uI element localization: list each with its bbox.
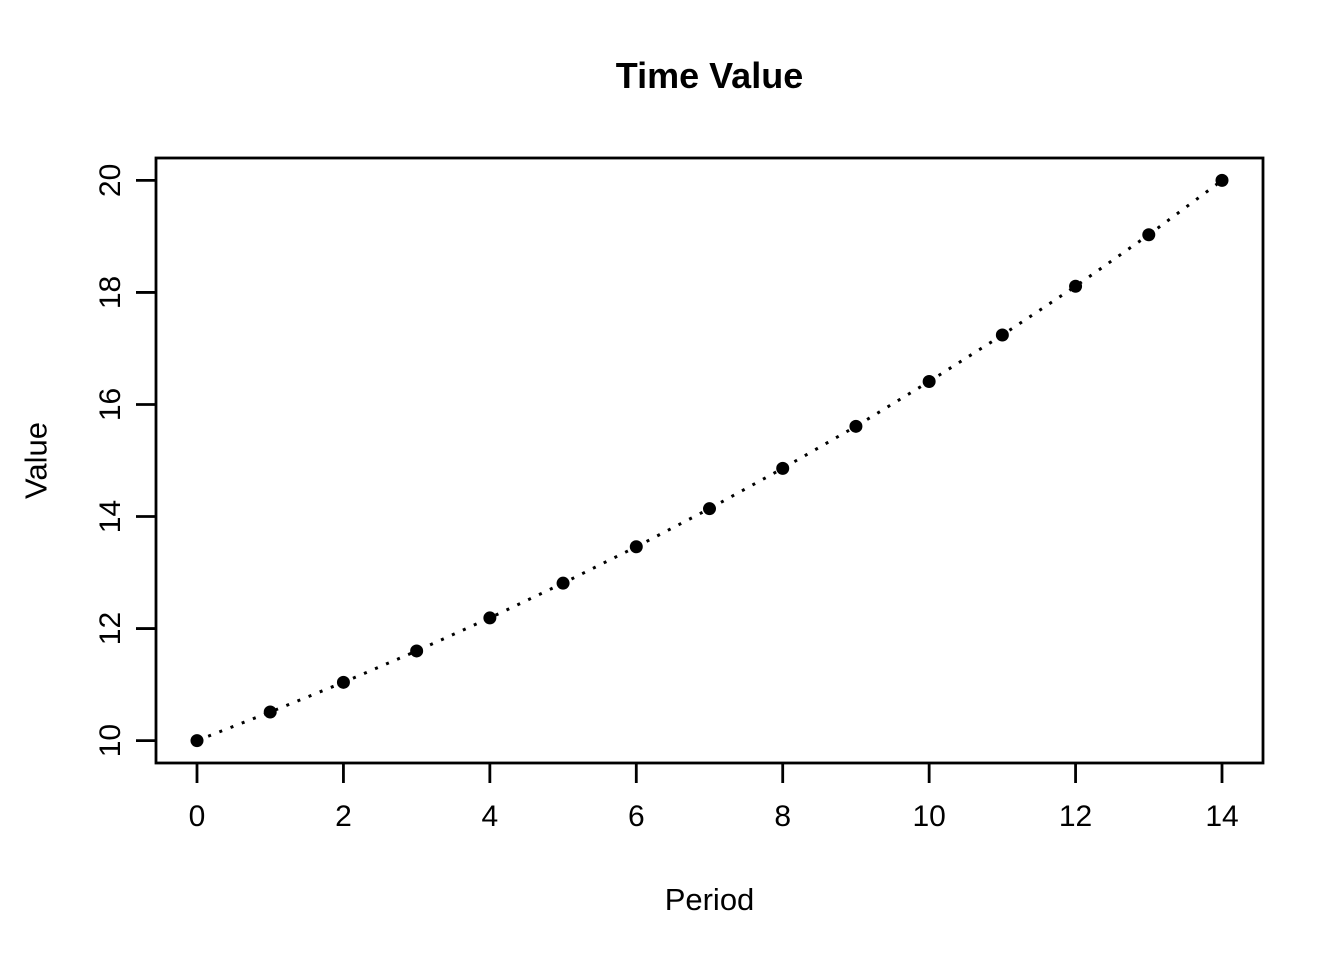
data-point [922, 375, 936, 389]
y-tick-label: 12 [94, 612, 127, 645]
data-point [483, 611, 497, 625]
y-tick-label: 14 [94, 500, 127, 533]
x-tick-label: 10 [912, 800, 945, 833]
data-point [1215, 173, 1229, 187]
data-point [1142, 228, 1156, 242]
y-tick-label: 16 [94, 388, 127, 421]
data-point [336, 675, 350, 689]
x-axis-label: Period [664, 882, 755, 917]
data-point [556, 576, 570, 590]
data-point [629, 540, 643, 554]
x-tick-label: 12 [1059, 800, 1092, 833]
x-tick-label: 8 [774, 800, 791, 833]
x-tick-label: 6 [628, 800, 645, 833]
data-point [1069, 279, 1083, 293]
data-point [190, 734, 204, 748]
x-tick-label: 0 [189, 800, 206, 833]
data-point [703, 502, 716, 516]
data-point [263, 705, 277, 719]
plot-box [154, 156, 1265, 765]
chart-title: Time Value [615, 55, 804, 96]
series-line [196, 179, 1223, 742]
y-tick-label: 10 [94, 724, 127, 757]
x-tick-label: 14 [1205, 800, 1238, 833]
data-point [776, 461, 790, 475]
data-point [849, 419, 863, 433]
data-point [995, 328, 1009, 342]
y-axis-label: Value [18, 422, 54, 499]
x-tick-label: 2 [335, 800, 352, 833]
x-tick-label: 4 [482, 800, 499, 833]
data-point [410, 644, 424, 658]
y-tick-label: 20 [94, 164, 127, 197]
y-tick-label: 18 [94, 276, 127, 309]
